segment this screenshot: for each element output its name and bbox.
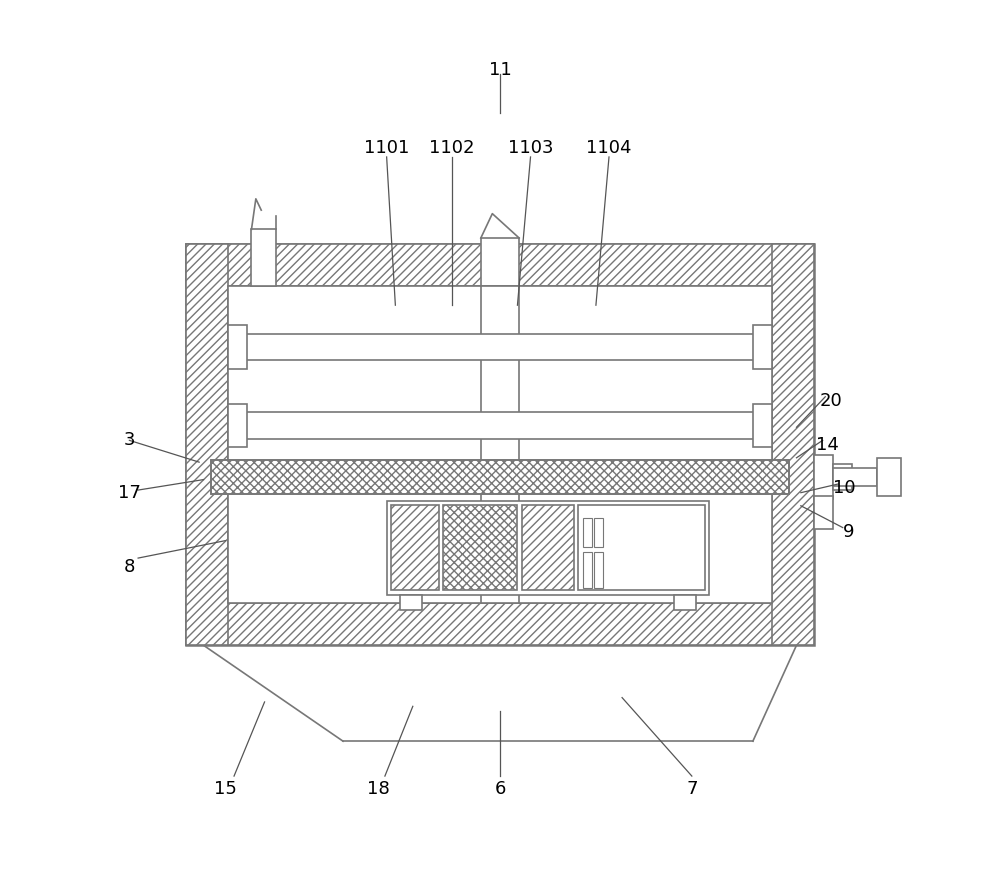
Bar [387, 501, 709, 595]
Bar [391, 505, 439, 590]
Text: 6: 6 [494, 780, 506, 798]
Bar [443, 505, 517, 590]
Text: 7: 7 [686, 780, 698, 798]
Text: 9: 9 [843, 523, 855, 541]
Bar [481, 238, 519, 286]
Bar [211, 460, 789, 494]
Bar [814, 455, 833, 499]
Bar [814, 496, 833, 529]
Bar [228, 286, 772, 603]
Bar [522, 505, 574, 590]
Text: 1103: 1103 [508, 140, 553, 157]
Bar [583, 552, 592, 588]
Bar [583, 518, 592, 547]
Text: 1104: 1104 [586, 140, 632, 157]
Bar [211, 460, 789, 494]
Bar [674, 595, 696, 610]
Text: 8: 8 [124, 558, 135, 576]
Bar [251, 229, 276, 286]
Bar [833, 468, 877, 486]
Bar [753, 404, 772, 447]
Text: 3: 3 [124, 432, 135, 449]
Bar [186, 244, 228, 645]
Bar [772, 244, 814, 645]
Bar [228, 412, 772, 439]
Bar [594, 552, 603, 588]
Bar [186, 603, 814, 645]
Bar [753, 325, 772, 369]
Text: 10: 10 [833, 480, 856, 497]
Text: 1102: 1102 [429, 140, 475, 157]
Bar [481, 286, 519, 603]
Bar [228, 404, 247, 447]
Bar [186, 244, 814, 645]
Text: 14: 14 [816, 436, 838, 453]
Bar [877, 458, 901, 496]
Text: 20: 20 [820, 392, 843, 410]
Text: 17: 17 [118, 484, 141, 501]
Bar [400, 595, 422, 610]
Text: 1101: 1101 [364, 140, 409, 157]
Bar [594, 518, 603, 547]
Bar [228, 325, 247, 369]
Bar [228, 334, 772, 360]
Text: 11: 11 [489, 61, 511, 78]
Text: 18: 18 [367, 780, 389, 798]
Text: 15: 15 [214, 780, 237, 798]
Bar [578, 505, 705, 590]
Bar [833, 464, 852, 490]
Bar [186, 244, 814, 286]
